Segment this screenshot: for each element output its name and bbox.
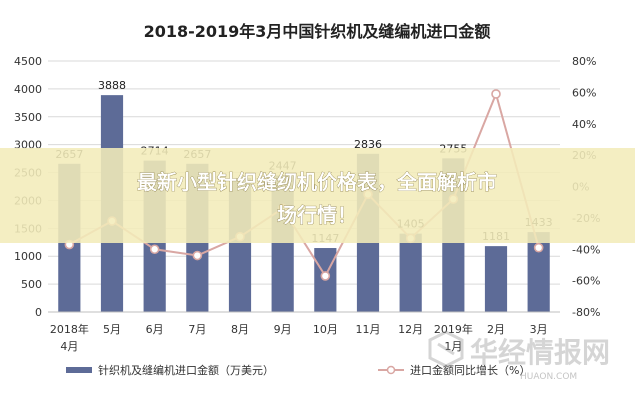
bar: [527, 232, 550, 312]
x-tick-label: 11月: [356, 323, 381, 336]
left-tick-label: 3500: [14, 111, 42, 124]
x-tick-label: 12月: [398, 323, 423, 336]
x-tick-label: 1月: [444, 340, 462, 353]
left-tick-label: 1000: [14, 250, 42, 263]
watermark: 华经情报网 HUAON.COM: [428, 330, 610, 382]
x-tick-label: 3月: [530, 323, 548, 336]
overlay-banner: 最新小型针织缝纫机价格表，全面解析市 场行情！: [0, 148, 635, 243]
x-tick-label: 6月: [146, 323, 164, 336]
line-point: [491, 89, 501, 99]
bar: [484, 246, 508, 312]
chart-title: 2018-2019年3月中国针织机及缝编机进口金额: [144, 22, 491, 41]
right-tick-label: 40%: [572, 118, 596, 131]
legend-line-marker: [386, 365, 396, 375]
legend-line-label: 进口金额同比增长（%）: [410, 363, 530, 377]
right-tick-label: -80%: [572, 306, 600, 319]
bar: [399, 233, 422, 312]
watermark-subtext: HUAON.COM: [520, 372, 577, 382]
x-tick-label: 8月: [231, 323, 249, 336]
left-tick-label: 4500: [14, 55, 42, 68]
right-tick-label: -60%: [572, 275, 600, 288]
line-point: [320, 271, 331, 281]
x-tick-label: 9月: [274, 323, 292, 336]
line-point: [149, 244, 160, 255]
left-tick-label: 500: [21, 278, 42, 291]
x-tick-label: 2月: [487, 323, 505, 336]
banner-background: [0, 148, 635, 243]
left-tick-label: 4000: [14, 83, 42, 96]
watermark-logo-icon: [428, 330, 464, 368]
x-tick-label: 5月: [103, 323, 121, 336]
x-tick-label: 4月: [60, 340, 78, 353]
legend-bar-label: 针织机及缝编机进口金额（万美元）: [98, 363, 274, 377]
line-point: [192, 250, 203, 261]
x-tick-label: 10月: [313, 323, 338, 336]
watermark-text: 华经情报网: [470, 336, 610, 369]
right-tick-label: -40%: [572, 243, 600, 256]
banner-line-1: 最新小型针织缝纫机价格表，全面解析市: [137, 170, 497, 194]
x-tick-label: 2019年: [434, 322, 473, 336]
line-point: [533, 242, 544, 253]
bar-value-label: 2836: [354, 138, 382, 151]
x-axis: 2018年 4月 5月 6月 7月 8月 9月 10月 11月 12月 2019年 1月 2月 3月: [48, 311, 560, 353]
legend: 针织机及缝编机进口金额（万美元） 进口金额同比增长（%）: [66, 363, 530, 377]
right-tick-label: 60%: [572, 86, 596, 99]
x-tick-label: 2018年: [50, 322, 89, 336]
right-tick-label: 80%: [572, 55, 596, 68]
banner-line-2: 场行情！: [277, 203, 357, 227]
x-tick-label: 7月: [188, 323, 206, 336]
legend-bar-swatch: [66, 367, 92, 373]
left-tick-label: 0: [35, 306, 42, 319]
bar-value-label: 3888: [98, 79, 126, 92]
